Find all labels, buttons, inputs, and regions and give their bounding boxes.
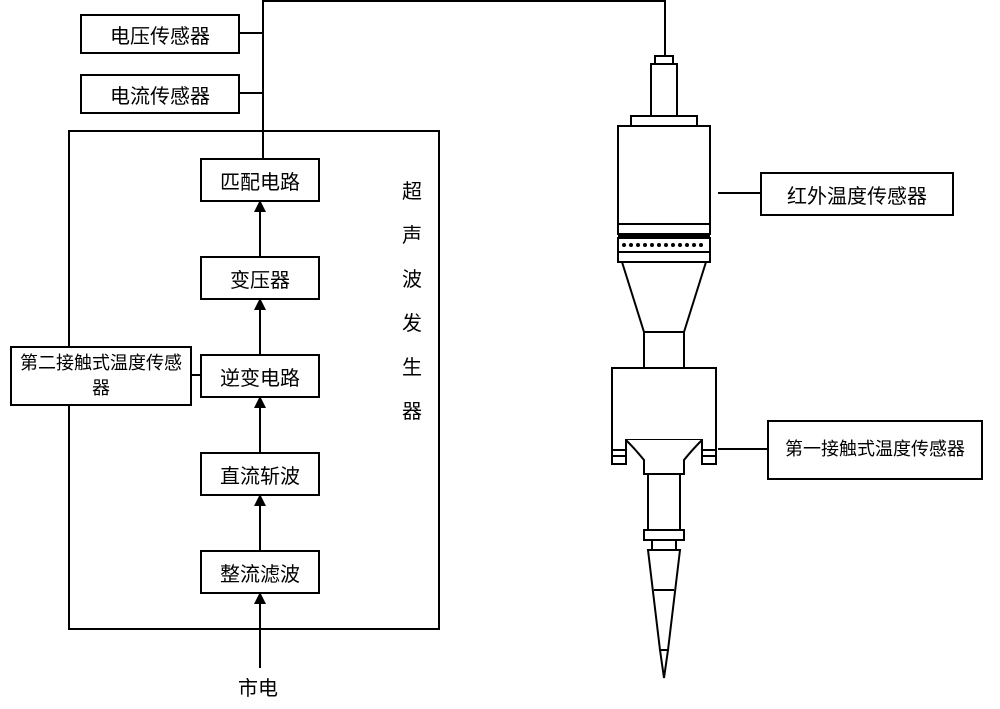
matching-circuit-label: 匹配电路 (220, 166, 300, 195)
conn-current-h (240, 92, 264, 94)
arrow-line-5 (259, 594, 261, 668)
ir-temp-sensor-box: 红外温度传感器 (760, 172, 954, 216)
arrow-head-3 (254, 396, 266, 408)
current-sensor-label: 电流传感器 (110, 80, 210, 109)
arrow-head-5 (254, 592, 266, 604)
second-temp-sensor-box: 第二接触式温度传感器 (10, 346, 192, 406)
arrow-head-1 (254, 200, 266, 212)
current-sensor-box: 电流传感器 (80, 74, 240, 114)
first-temp-sensor-label: 第一接触式温度传感器 (785, 437, 965, 462)
ir-temp-sensor-label: 红外温度传感器 (787, 180, 927, 209)
generator-vertical-label: 超声波发生器 (402, 170, 422, 434)
first-temp-sensor-box: 第一接触式温度传感器 (767, 420, 983, 480)
rectifier-label: 整流滤波 (220, 558, 300, 587)
dc-chopper-label: 直流斩波 (220, 460, 300, 489)
conn-sensors-v (262, 0, 264, 158)
second-temp-sensor-label: 第二接触式温度传感器 (12, 351, 190, 401)
transformer-label: 变压器 (230, 264, 290, 293)
conn-top-h (262, 0, 666, 2)
arrow-head-4 (254, 494, 266, 506)
mains-power-label: 市电 (238, 672, 278, 701)
inverter-box: 逆变电路 (200, 354, 320, 398)
rectifier-box: 整流滤波 (200, 550, 320, 594)
ultrasonic-device (598, 50, 738, 690)
conn-temp2-h (192, 374, 200, 376)
arrow-head-2 (254, 298, 266, 310)
conn-voltage-h (240, 32, 264, 34)
voltage-sensor-box: 电压传感器 (80, 14, 240, 54)
conn-device-v (664, 0, 666, 56)
voltage-sensor-label: 电压传感器 (110, 20, 210, 49)
transformer-box: 变压器 (200, 256, 320, 300)
inverter-label: 逆变电路 (220, 362, 300, 391)
matching-circuit-box: 匹配电路 (200, 158, 320, 202)
dc-chopper-box: 直流斩波 (200, 452, 320, 496)
